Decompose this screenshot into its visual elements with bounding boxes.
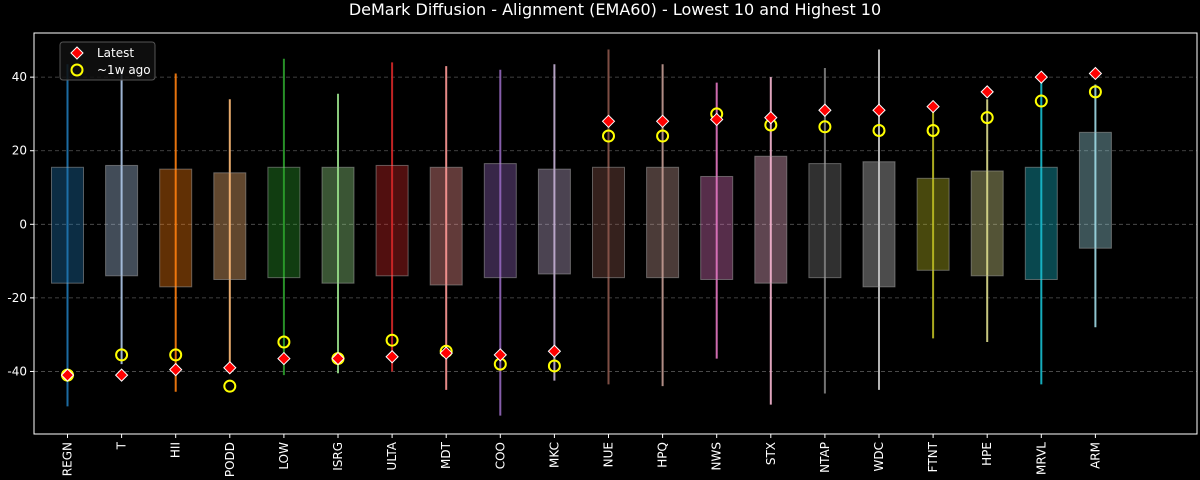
x-tick-label: HPQ (656, 442, 670, 468)
x-tick-label: REGN (61, 442, 75, 476)
latest-point (872, 103, 886, 117)
week-ago-point (872, 123, 886, 137)
latest-point (1088, 66, 1103, 81)
iqr-box (375, 164, 409, 277)
legend-frame (59, 41, 156, 81)
iqr-box (483, 163, 517, 279)
x-tick-label: ARM (1088, 442, 1102, 469)
latest-point (547, 344, 562, 358)
latest-point (818, 103, 832, 117)
latest-point (709, 112, 724, 127)
x-tick-label: WDC (872, 442, 886, 471)
latest-point (277, 351, 291, 366)
latest-point (764, 110, 778, 125)
x-tick-label: NTAP (818, 442, 832, 473)
latest-point (331, 351, 345, 366)
x-tick-label: MKC (547, 442, 561, 468)
iqr-box (105, 164, 139, 277)
latest-point (168, 362, 183, 377)
latest-point (1034, 70, 1049, 84)
y-tick-label: -20 (7, 291, 27, 305)
week-ago-point (602, 129, 615, 143)
latest-point (223, 361, 237, 375)
x-tick-label: HPE (980, 442, 994, 466)
week-ago-point (277, 335, 291, 349)
x-tick-label: FTNT (926, 441, 940, 472)
iqr-box (592, 166, 625, 279)
grid (34, 76, 1197, 372)
iqr-box (213, 172, 247, 280)
x-tick-label: T (115, 441, 129, 450)
week-ago-point (115, 348, 129, 362)
iqr-box (429, 166, 463, 286)
latest-point (601, 114, 616, 129)
iqr-box (321, 166, 355, 284)
iqr-box (537, 168, 571, 275)
iqr-box (267, 166, 301, 279)
legend-latest-marker (70, 46, 84, 60)
y-tick-label: 40 (12, 70, 27, 84)
plot-frame (33, 32, 1198, 435)
x-tick-label: HII (169, 442, 183, 458)
latest-point (60, 368, 75, 382)
iqr-box (1024, 166, 1058, 280)
week-ago-point (818, 120, 832, 134)
iqr-box (970, 170, 1004, 277)
axes: -40 -20 0 20 40 REGN T HII PODD LOW ISRG ULTA MDT COO… (7, 70, 1102, 477)
x-tick-label: ISRG (331, 442, 345, 471)
week-ago-point (926, 123, 940, 137)
markers (60, 66, 1103, 393)
y-tick-label: 20 (12, 144, 27, 158)
week-ago-point (385, 333, 399, 347)
week-ago-point (169, 348, 183, 362)
week-ago-point (656, 129, 670, 143)
week-ago-point (1034, 94, 1048, 108)
iqr-box (754, 155, 788, 284)
legend-week-ago-label: ~1w ago (97, 63, 151, 77)
iqr-box (808, 163, 842, 279)
boxes (51, 49, 1112, 416)
x-tick-label: MDT (439, 441, 453, 469)
iqr-box (159, 168, 193, 288)
iqr-box (646, 166, 680, 279)
x-tick-label: NUE (602, 442, 616, 467)
iqr-box (862, 161, 896, 288)
latest-point (114, 368, 129, 382)
x-tick-label: MRVL (1034, 442, 1048, 475)
iqr-box (1078, 131, 1112, 249)
latest-point (980, 85, 994, 99)
week-ago-point (980, 111, 994, 125)
y-tick-label: -40 (7, 364, 27, 378)
x-tick-label: STX (764, 442, 778, 465)
x-tick-label: LOW (277, 442, 291, 470)
week-ago-point (547, 359, 561, 373)
chart-title: DeMark Diffusion - Alignment (EMA60) - L… (349, 0, 881, 19)
x-tick-label: ULTA (385, 441, 399, 470)
week-ago-point (223, 379, 237, 393)
week-ago-point (1088, 85, 1102, 99)
y-tick-label: 0 (19, 217, 27, 231)
x-tick-label: NWS (710, 442, 724, 470)
latest-point (655, 114, 670, 129)
x-tick-label: PODD (223, 442, 237, 477)
legend-latest-label: Latest (97, 46, 134, 60)
iqr-box (700, 175, 734, 280)
latest-point (926, 99, 940, 114)
x-tick-label: COO (493, 442, 507, 469)
legend-week-ago-marker (70, 63, 84, 77)
iqr-box (51, 166, 84, 284)
latest-point (493, 348, 508, 362)
latest-point (385, 350, 399, 364)
iqr-box (916, 177, 950, 271)
latest-point (439, 346, 453, 360)
legend: Latest ~1w ago (59, 41, 156, 81)
